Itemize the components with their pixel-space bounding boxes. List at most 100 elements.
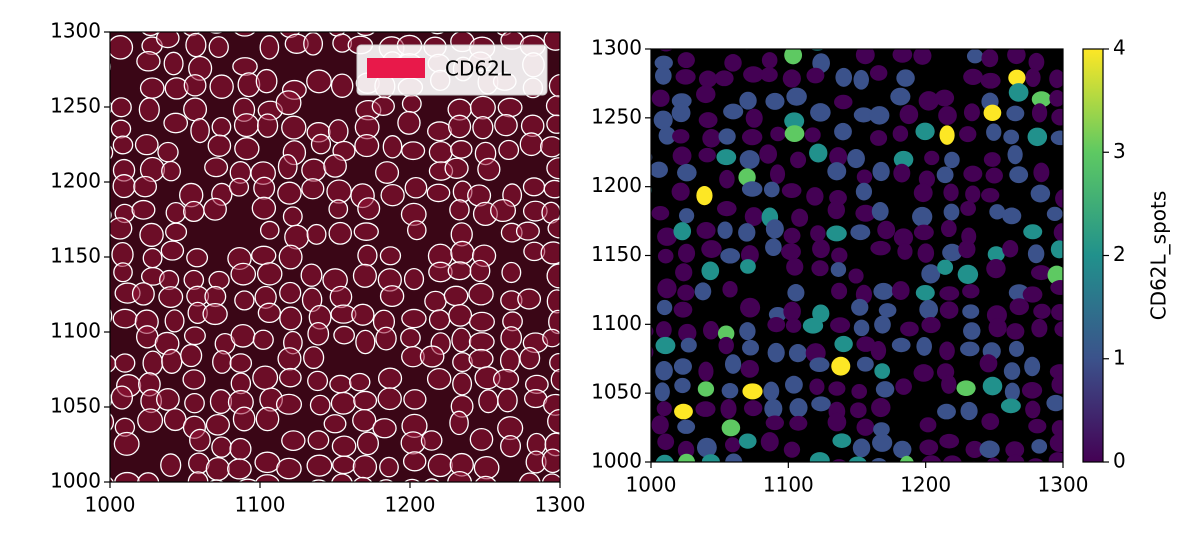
cell bbox=[651, 161, 668, 178]
cell bbox=[375, 11, 396, 31]
cell bbox=[784, 49, 803, 65]
cell bbox=[918, 27, 934, 43]
cell bbox=[962, 304, 980, 319]
cell bbox=[310, 479, 327, 482]
cell bbox=[356, 431, 379, 456]
cell bbox=[275, 90, 302, 116]
cell bbox=[677, 284, 695, 301]
cell bbox=[515, 221, 540, 241]
cell bbox=[892, 49, 913, 63]
cell bbox=[716, 201, 737, 217]
cell bbox=[826, 225, 847, 242]
cell bbox=[380, 183, 405, 207]
cell bbox=[725, 453, 743, 462]
cell bbox=[275, 393, 303, 415]
cell bbox=[877, 220, 896, 240]
cell bbox=[724, 54, 742, 72]
cell bbox=[723, 103, 744, 120]
cell bbox=[1047, 265, 1063, 285]
cell bbox=[918, 170, 935, 188]
cell bbox=[309, 394, 331, 416]
cell bbox=[718, 336, 734, 355]
legend-swatch bbox=[367, 58, 425, 78]
cell bbox=[353, 476, 373, 482]
cell bbox=[941, 374, 957, 394]
cell bbox=[853, 107, 874, 123]
cell bbox=[136, 51, 161, 72]
cell bbox=[480, 32, 485, 33]
cell bbox=[1031, 439, 1048, 454]
cell bbox=[375, 161, 400, 184]
cell bbox=[252, 365, 279, 391]
cell bbox=[934, 89, 955, 107]
cell bbox=[207, 134, 232, 157]
cell bbox=[1006, 454, 1025, 462]
cell bbox=[430, 32, 445, 35]
cell bbox=[282, 206, 303, 227]
cell bbox=[163, 112, 189, 134]
cell bbox=[893, 228, 914, 247]
cell bbox=[939, 341, 955, 361]
cell bbox=[696, 222, 716, 239]
y-tick-label: 1050 bbox=[591, 380, 642, 404]
cell bbox=[674, 403, 693, 420]
cell bbox=[870, 341, 887, 361]
cell bbox=[277, 181, 302, 205]
cell bbox=[965, 185, 981, 203]
cell bbox=[110, 412, 115, 432]
cell bbox=[721, 419, 741, 437]
cell bbox=[870, 130, 888, 146]
y-tick-label: 1200 bbox=[591, 173, 642, 197]
cell bbox=[281, 115, 307, 140]
cell bbox=[963, 68, 983, 86]
cell bbox=[695, 401, 716, 417]
cell bbox=[675, 263, 693, 282]
cell bbox=[631, 416, 648, 432]
cell bbox=[810, 225, 826, 242]
cell bbox=[809, 143, 828, 163]
cell bbox=[323, 154, 347, 178]
cell bbox=[696, 437, 717, 458]
cell bbox=[1050, 280, 1063, 296]
cell bbox=[1002, 240, 1019, 258]
cell bbox=[913, 49, 932, 65]
cell bbox=[870, 240, 891, 256]
cell bbox=[916, 336, 932, 356]
cell bbox=[310, 133, 332, 155]
cell bbox=[277, 154, 298, 180]
cell bbox=[1003, 129, 1020, 145]
cell bbox=[541, 448, 560, 474]
cell bbox=[110, 354, 117, 373]
cell bbox=[921, 264, 941, 284]
cell bbox=[767, 316, 786, 333]
cell bbox=[182, 369, 206, 390]
cell bbox=[114, 353, 136, 373]
cell bbox=[829, 147, 848, 167]
cell bbox=[743, 400, 763, 417]
y-tick-label: 1000 bbox=[50, 469, 101, 493]
cell bbox=[86, 376, 109, 394]
cell bbox=[499, 348, 521, 373]
cell bbox=[893, 150, 914, 169]
cell bbox=[988, 317, 1007, 338]
x-tick-label: 1000 bbox=[626, 473, 677, 497]
cell bbox=[763, 181, 780, 198]
cell bbox=[448, 304, 473, 327]
cell bbox=[765, 92, 785, 110]
cell bbox=[203, 197, 227, 221]
cell bbox=[1008, 83, 1029, 102]
cell bbox=[740, 297, 761, 318]
cell bbox=[721, 382, 739, 399]
cell bbox=[701, 240, 722, 258]
cell bbox=[873, 282, 894, 300]
cell bbox=[331, 473, 353, 482]
cell bbox=[629, 200, 648, 217]
cell bbox=[831, 459, 847, 462]
cell bbox=[634, 357, 650, 375]
cell bbox=[940, 220, 957, 238]
cell bbox=[827, 162, 847, 181]
cell bbox=[255, 406, 280, 432]
cell bbox=[960, 200, 976, 216]
cell bbox=[781, 243, 801, 261]
cell bbox=[656, 299, 673, 316]
